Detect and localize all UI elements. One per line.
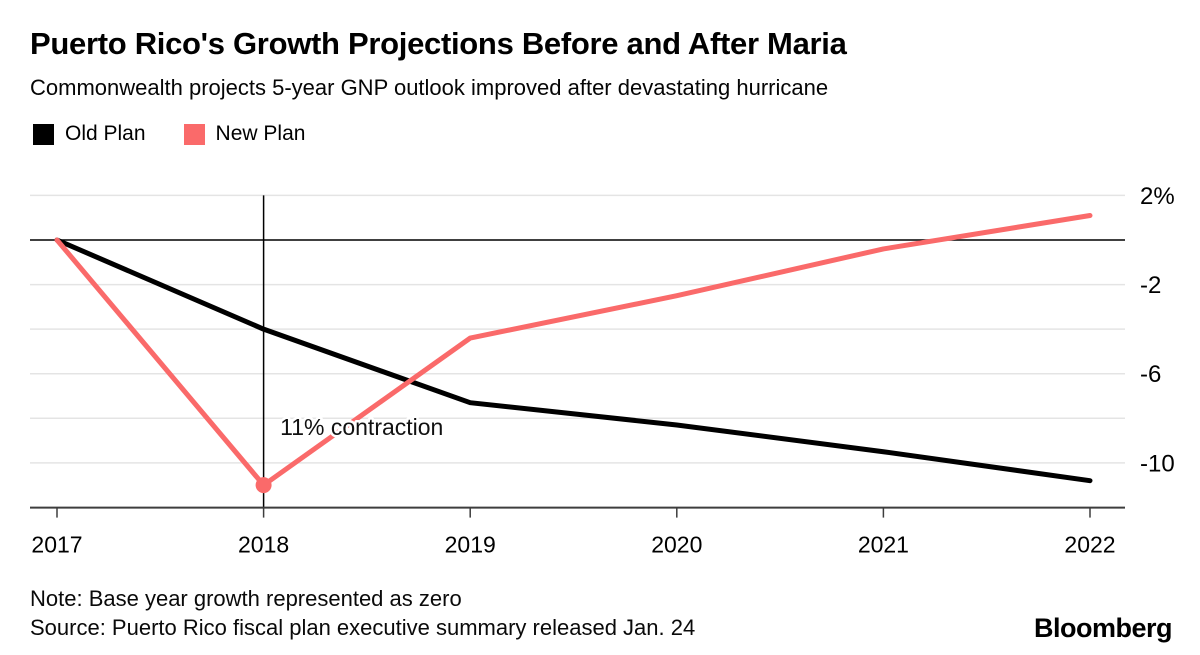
annotation-label: 11% contraction (280, 414, 443, 440)
source-row: Source: Puerto Rico fiscal plan executiv… (30, 613, 1173, 643)
x-axis-tick-label: 2019 (445, 532, 496, 558)
x-axis-tick-label: 2018 (238, 532, 289, 558)
legend-label: Old Plan (65, 122, 146, 145)
y-axis-tick-label: 2% (1140, 183, 1175, 210)
x-axis-tick-label: 2017 (31, 532, 82, 558)
chart-subtitle: Commonwealth projects 5-year GNP outlook… (30, 75, 829, 100)
chart-source: Source: Puerto Rico fiscal plan executiv… (30, 615, 696, 640)
old-plan-line (54, 237, 1093, 484)
legend-swatch (183, 123, 205, 145)
bloomberg-logo: Bloomberg (1033, 613, 1173, 643)
chart-legend: Old Plan New Plan (33, 122, 1170, 146)
legend-item-new-plan: New Plan (183, 122, 306, 146)
chart-footer: Note: Base year growth represented as ze… (0, 565, 1200, 643)
x-axis-tick-label: 2022 (1064, 532, 1115, 558)
chart-canvas: 2% -2 -6 -10 2017 2018 2019 2020 2021 2022 11% con… (30, 183, 1175, 558)
trough-marker-dot (255, 477, 272, 494)
legend-label: New Plan (215, 122, 306, 145)
y-axis-tick-label: -10 (1140, 450, 1175, 477)
y-axis-tick-label: -6 (1140, 361, 1161, 388)
chart-header: Puerto Rico's Growth Projections Before … (0, 0, 1200, 145)
y-axis-tick-label: -2 (1140, 272, 1161, 299)
chart-title: Puerto Rico's Growth Projections Before … (30, 26, 847, 61)
x-axis-tick-label: 2020 (651, 532, 702, 558)
chart-note: Note: Base year growth represented as ze… (30, 586, 462, 611)
new-plan-line (54, 212, 1093, 488)
gnp-projection-chart: 2% -2 -6 -10 2017 2018 2019 2020 2021 2022 11% con… (0, 170, 1200, 565)
legend-swatch (33, 123, 54, 145)
legend-item-old-plan: Old Plan (33, 122, 146, 146)
x-axis-tick-label: 2021 (858, 532, 909, 558)
